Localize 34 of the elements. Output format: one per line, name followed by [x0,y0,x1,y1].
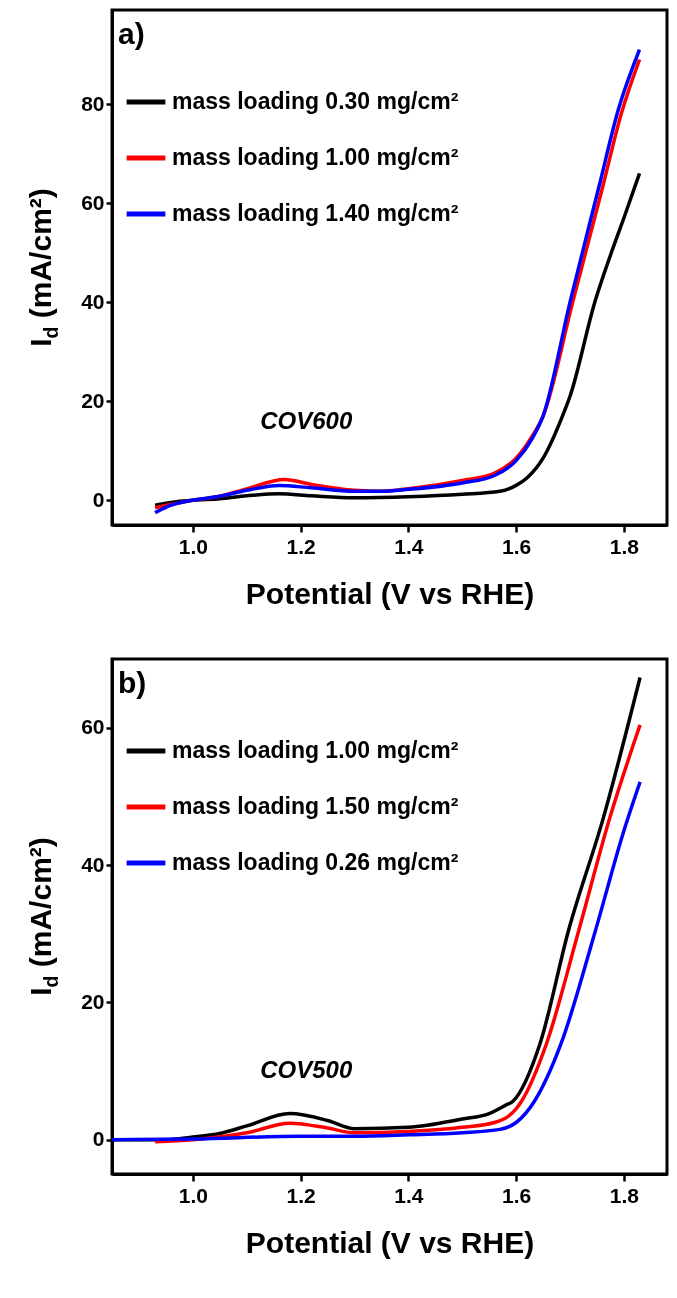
y-tick-label: 40 [81,289,105,313]
line-series [153,723,642,1144]
x-tick-label: 1.2 [286,534,316,558]
legend-label: mass loading 0.30 mg/cm² [172,88,459,114]
legend-label: mass loading 1.00 mg/cm² [172,737,459,763]
x-tick-label: 1.2 [286,1183,316,1207]
x-tick-label: 1.8 [609,534,640,558]
legend-label: mass loading 1.50 mg/cm² [172,793,459,819]
line-series [112,780,642,1142]
chart-title: a) [118,17,145,50]
y-tick-label: 0 [92,487,105,511]
x-tick-label: 1.6 [502,534,532,558]
y-tick-label: 60 [81,715,105,739]
legend-label: mass loading 0.26 mg/cm² [172,849,459,875]
legend-label: mass loading 1.40 mg/cm² [172,200,459,226]
legend-label: mass loading 1.00 mg/cm² [172,144,459,170]
x-axis-title: Potential (V vs RHE) [245,576,535,610]
y-tick-label: 40 [81,852,105,876]
annotation: COV600 [260,407,353,434]
x-tick-label: 1.4 [394,1183,424,1207]
x-axis-title: Potential (V vs RHE) [245,1225,535,1259]
y-tick-label: 20 [81,989,105,1013]
x-tick-label: 1.0 [178,1183,208,1207]
y-tick-label: 20 [81,388,105,412]
line-series [153,171,642,507]
y-tick-label: 60 [81,190,105,214]
annotation: COV500 [260,1056,353,1083]
x-tick-label: 1.4 [394,534,424,558]
x-tick-label: 1.6 [502,1183,532,1207]
y-tick-label: 0 [92,1127,105,1151]
chart-title: b) [118,666,147,699]
x-tick-label: 1.0 [178,534,208,558]
x-tick-label: 1.8 [609,1183,640,1207]
y-tick-label: 80 [81,91,105,115]
